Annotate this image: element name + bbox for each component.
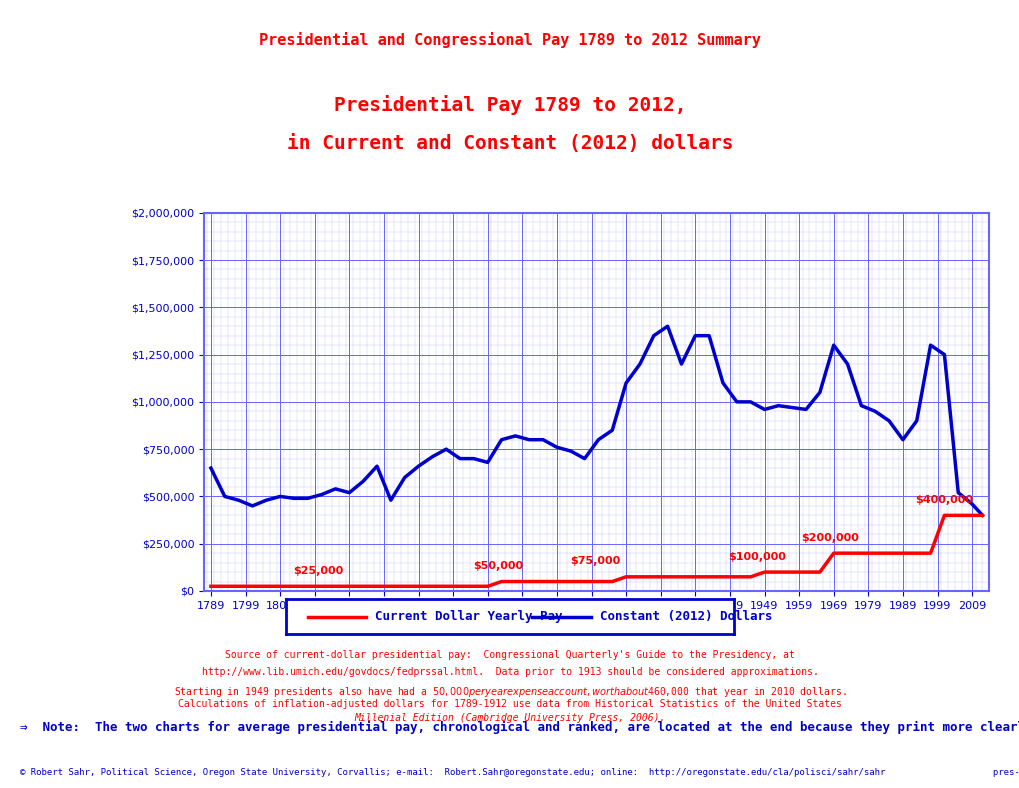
Text: $25,000: $25,000 bbox=[292, 566, 343, 576]
Text: Presidential Pay 1789 to 2012,: Presidential Pay 1789 to 2012, bbox=[333, 95, 686, 114]
Text: $75,000: $75,000 bbox=[570, 556, 620, 567]
Text: Starting in 1949 presidents also have had a $50,000 per year expense account, wo: Starting in 1949 presidents also have ha… bbox=[173, 685, 846, 699]
Text: http://www.lib.umich.edu/govdocs/fedprssal.html.  Data prior to 1913 should be c: http://www.lib.umich.edu/govdocs/fedprss… bbox=[202, 667, 817, 678]
Text: $50,000: $50,000 bbox=[473, 561, 523, 571]
Text: Current Dollar Yearly Pay: Current Dollar Yearly Pay bbox=[375, 610, 562, 623]
Text: Millenial Edition (Cambridge University Press, 2006).: Millenial Edition (Cambridge University … bbox=[354, 713, 665, 723]
Text: $400,000: $400,000 bbox=[914, 495, 972, 505]
Text: $100,000: $100,000 bbox=[728, 552, 786, 562]
Text: Presidential and Congressional Pay 1789 to 2012 Summary: Presidential and Congressional Pay 1789 … bbox=[259, 32, 760, 47]
Text: Calculations of inflation-adjusted dollars for 1789-1912 use data from Historica: Calculations of inflation-adjusted dolla… bbox=[178, 699, 841, 709]
Text: in Current and Constant (2012) dollars: in Current and Constant (2012) dollars bbox=[286, 134, 733, 153]
Text: ⇒  Note:  The two charts for average presidential pay, chronological and ranked,: ⇒ Note: The two charts for average presi… bbox=[20, 721, 1019, 734]
Text: $200,000: $200,000 bbox=[801, 533, 858, 543]
Text: Source of current-dollar presidential pay:  Congressional Quarterly's Guide to t: Source of current-dollar presidential pa… bbox=[225, 650, 794, 660]
Text: © Robert Sahr, Political Science, Oregon State University, Corvallis; e-mail:  R: © Robert Sahr, Political Science, Oregon… bbox=[20, 768, 1019, 777]
Text: Constant (2012) Dollars: Constant (2012) Dollars bbox=[599, 610, 771, 623]
